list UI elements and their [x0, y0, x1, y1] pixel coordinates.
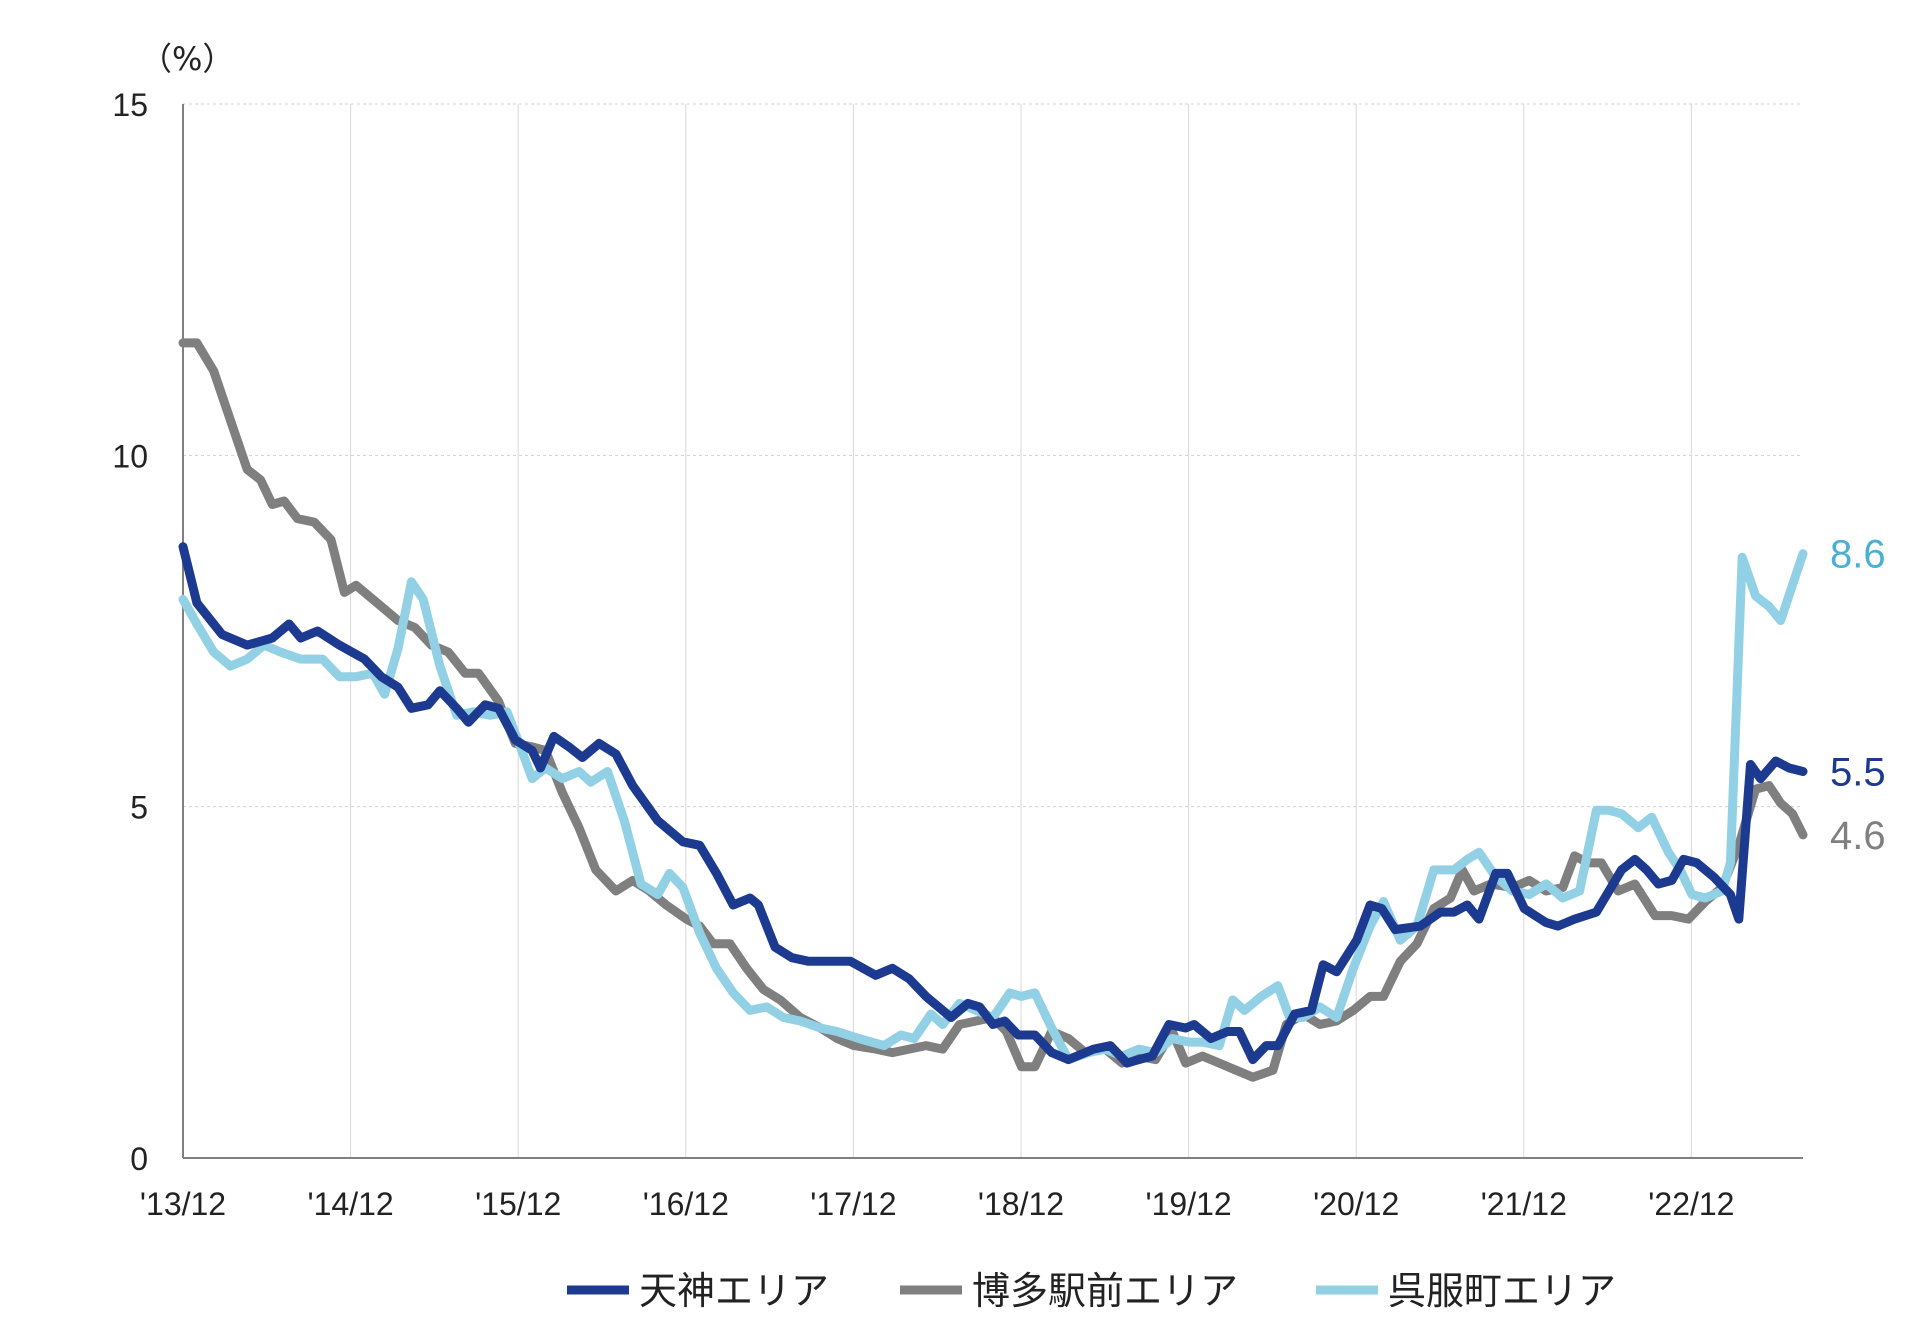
legend-label: 天神エリア [639, 1269, 829, 1313]
legend-item-3: 呉服町エリア [1316, 1269, 1616, 1313]
x-tick-label: '22/12 [1648, 1186, 1734, 1222]
y-tick-label: 5 [130, 790, 148, 826]
y-tick-label: 10 [112, 438, 148, 474]
x-tick-label: '14/12 [308, 1186, 394, 1222]
end-value-labels: 5.5 4.6 8.6 [1830, 533, 1886, 858]
end-value-label-2: 4.6 [1830, 814, 1886, 858]
series-line-2 [178, 338, 1808, 1082]
end-value-label-3: 8.6 [1830, 533, 1886, 577]
y-unit-label: （%） [140, 40, 234, 78]
series-line-1 [178, 542, 1808, 1068]
y-tick-label: 15 [112, 87, 148, 123]
x-tick-labels: '13/12 '14/12 '15/12 '16/12 '17/12 '18/12 '19/… [140, 1186, 1735, 1222]
x-tick-label: '21/12 [1481, 1186, 1567, 1222]
end-value-label-1: 5.5 [1830, 751, 1886, 795]
x-tick-label: '19/12 [1145, 1186, 1231, 1222]
series-lines [178, 338, 1808, 1082]
legend-item-1: 天神エリア [567, 1269, 829, 1313]
x-tick-label: '17/12 [810, 1186, 896, 1222]
x-tick-label: '15/12 [475, 1186, 561, 1222]
grid-lines [183, 103, 1803, 1158]
y-tick-label: 0 [130, 1141, 148, 1177]
legend-label: 博多駅前エリア [972, 1269, 1238, 1313]
legend-label: 呉服町エリア [1388, 1269, 1616, 1313]
x-tick-label: '20/12 [1313, 1186, 1399, 1222]
x-tick-label: '18/12 [978, 1186, 1064, 1222]
x-tick-label: '13/12 [140, 1186, 226, 1222]
y-tick-labels: 0 5 10 15 [112, 87, 148, 1177]
axes [182, 104, 1803, 1159]
legend-item-2: 博多駅前エリア [900, 1269, 1238, 1313]
x-tick-label: '16/12 [643, 1186, 729, 1222]
legend: 天神エリア 博多駅前エリア 呉服町エリア [567, 1269, 1616, 1313]
